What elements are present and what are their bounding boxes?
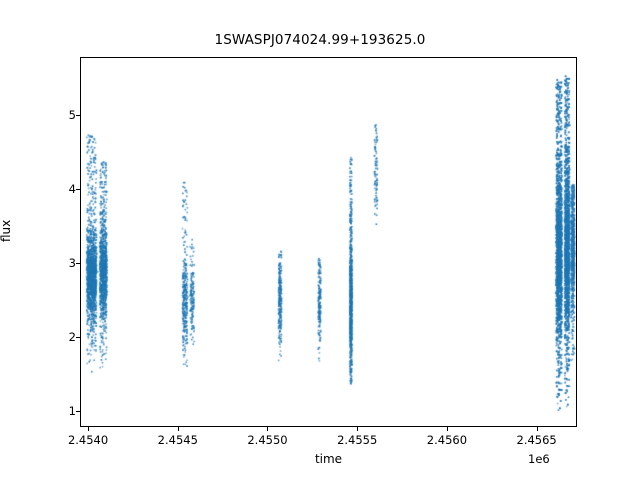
x-tick-mark (446, 427, 448, 431)
x-tick-label: 2.4540 (67, 433, 109, 447)
x-tick-mark (88, 427, 90, 431)
x-tick-mark (357, 427, 359, 431)
y-tick-mark (76, 410, 80, 412)
x-tick-mark (536, 427, 538, 431)
plot-axes-frame (80, 57, 578, 428)
y-tick-label: 5 (68, 107, 76, 122)
x-axis-offset-text: 1e6 (528, 452, 550, 466)
x-tick-label: 2.4555 (337, 433, 378, 447)
y-tick-mark (76, 114, 80, 116)
x-tick-label: 2.4550 (247, 433, 288, 447)
x-tick-mark (267, 427, 269, 431)
y-tick-label: 3 (68, 255, 76, 270)
page-title: 1SWASPJ074024.99+193625.0 (214, 32, 426, 48)
y-tick-mark (76, 262, 80, 264)
x-tick-label: 2.4565 (516, 433, 557, 447)
y-tick-mark (76, 336, 80, 338)
y-axis-label: flux (0, 219, 13, 242)
x-axis-label: time (314, 452, 343, 466)
x-tick-mark (177, 427, 179, 431)
x-tick-label: 2.4560 (426, 433, 468, 447)
x-tick-label: 2.4545 (157, 433, 198, 447)
y-tick-label: 1 (68, 403, 76, 418)
scatter-plot-canvas (81, 58, 578, 428)
y-tick-label: 2 (68, 329, 76, 344)
y-tick-mark (76, 188, 80, 190)
y-tick-label: 4 (68, 181, 76, 196)
